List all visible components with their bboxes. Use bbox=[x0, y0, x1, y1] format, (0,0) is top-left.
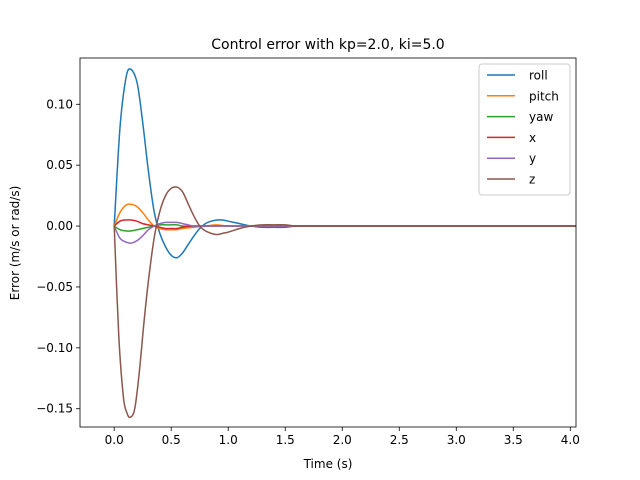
x-tick-label: 0.5 bbox=[162, 433, 181, 447]
x-axis: 0.0 0.5 1.0 1.5 2.0 2.5 3.0 3.5 4.0 bbox=[105, 427, 580, 447]
x-tick-label: 1.0 bbox=[219, 433, 238, 447]
legend-label-x: x bbox=[529, 131, 536, 145]
legend-label-roll: roll bbox=[529, 69, 548, 83]
x-tick-label: 1.5 bbox=[276, 433, 295, 447]
y-tick-label: 0.00 bbox=[46, 219, 73, 233]
plot-frame bbox=[79, 57, 577, 428]
y-tick-label: −0.05 bbox=[36, 280, 73, 294]
legend-label-y: y bbox=[529, 152, 536, 166]
y-tick-label: 0.05 bbox=[46, 158, 73, 172]
series-layer bbox=[113, 68, 576, 419]
y-axis: −0.15 −0.10 −0.05 0.00 0.05 0.10 bbox=[36, 97, 80, 416]
x-tick-label: 4.0 bbox=[561, 433, 580, 447]
y-tick-label: −0.10 bbox=[36, 341, 73, 355]
y-tick-label: −0.15 bbox=[36, 402, 73, 416]
x-tick-label: 2.5 bbox=[390, 433, 409, 447]
series-line-y bbox=[113, 221, 576, 244]
chart-title: Control error with kp=2.0, ki=5.0 bbox=[211, 37, 444, 53]
legend-frame bbox=[478, 63, 571, 196]
legend-label-yaw: yaw bbox=[529, 110, 553, 124]
x-tick-label: 2.0 bbox=[333, 433, 352, 447]
legend-label-pitch: pitch bbox=[529, 89, 559, 103]
legend: roll pitch yaw xyz bbox=[478, 63, 571, 196]
x-tick-label: 0.0 bbox=[105, 433, 124, 447]
series-line-z bbox=[113, 186, 576, 419]
y-axis-label: Error (m/s or rad/s) bbox=[8, 186, 22, 301]
x-tick-label: 3.5 bbox=[504, 433, 523, 447]
x-axis-label: Time (s) bbox=[303, 457, 353, 471]
legend-label-z: z bbox=[529, 173, 535, 187]
y-tick-label: 0.10 bbox=[46, 97, 73, 111]
x-tick-label: 3.0 bbox=[447, 433, 466, 447]
